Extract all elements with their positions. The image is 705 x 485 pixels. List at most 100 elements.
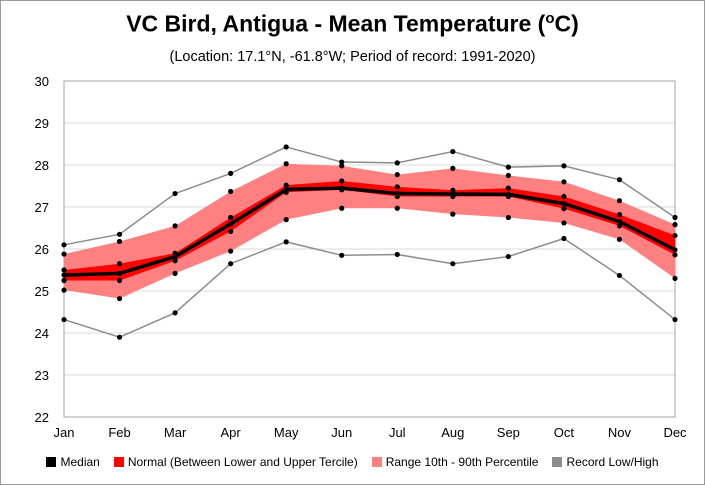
90th-percentile-point [172,223,178,229]
upper-tercile-point [172,250,178,256]
record-low-point [616,272,623,279]
90th-percentile-point [116,238,123,245]
record-high-point [616,177,623,183]
90th-percentile-point [450,165,456,171]
legend-item: Normal (Between Lower and Upper Tercile) [113,455,358,469]
upper-tercile-point [672,232,678,239]
10th-percentile-point [283,217,289,223]
median-point [672,247,678,253]
record-low-point [561,235,567,242]
90th-percentile-point [283,161,289,167]
record-high-point [116,231,123,237]
10th-percentile-point [172,270,178,276]
legend-item: Median [46,455,100,469]
lower-tercile-point [561,206,567,212]
90th-percentile-point [61,251,67,257]
lower-tercile-point [672,252,678,258]
chart-title: VC Bird, Antigua - Mean Temperature (oC) [126,10,579,37]
record-high-point [672,214,678,221]
y-tick-label: 30 [35,74,49,89]
record-low-point [228,261,234,267]
x-tick-label: Nov [608,425,632,440]
legend-swatch [46,457,57,467]
10th-percentile-point [672,275,678,281]
record-high-point [339,159,345,165]
x-tick-label: May [274,425,299,440]
y-tick-label: 23 [35,368,49,383]
y-tick-label: 28 [35,158,49,173]
lower-tercile-point [616,223,623,229]
10th-percentile-point [561,220,567,226]
upper-tercile-point [339,178,345,184]
y-tick-label: 22 [35,410,49,425]
upper-tercile-point [561,193,567,200]
record-high-point [394,160,400,166]
10th-percentile-point [61,287,67,293]
record-low-point [172,310,178,316]
x-tick-label: Jan [54,425,75,440]
lower-tercile-point [505,193,511,200]
record-low-point [339,252,345,258]
upper-tercile-point [283,182,289,188]
upper-tercile-point [394,184,400,190]
lower-tercile-point [450,193,456,200]
record-high-point [561,163,567,169]
record-low-point [116,334,123,340]
x-tick-label: Jul [389,425,406,440]
upper-tercile-point [450,187,456,193]
10th-percentile-point [450,211,456,217]
90th-percentile-point [672,222,678,228]
90th-percentile-point [228,188,234,195]
record-low-point [61,316,67,323]
y-tick-label: 24 [35,326,49,341]
10th-percentile-point [616,236,623,242]
x-tick-label: Mar [164,425,187,440]
90th-percentile-point [561,179,567,185]
lower-tercile-point [61,277,67,284]
median-point [561,201,567,207]
x-tick-label: Dec [663,425,687,440]
90th-percentile-point [394,172,400,178]
legend-item: Range 10th - 90th Percentile [371,455,539,469]
10th-percentile-point [339,205,345,211]
upper-tercile-point [116,261,123,267]
record-high-point [283,144,289,150]
median-point [61,272,67,278]
legend-item: Record Low/High [552,455,659,469]
legend-swatch [552,457,563,467]
record-low-point [394,251,400,258]
y-tick-label: 26 [35,242,49,257]
y-tick-label: 27 [35,200,49,215]
median-point [116,270,123,276]
90th-percentile-point [339,163,345,169]
10th-percentile-point [116,295,123,302]
y-tick-label: 29 [35,116,49,131]
legend: Median Normal (Between Lower and Upper Te… [0,455,705,469]
record-high-line [63,146,676,246]
record-low-point [672,316,678,323]
x-tick-label: Oct [554,425,575,440]
x-tick-label: Sep [497,425,520,440]
record-high-point [172,190,178,197]
x-tick-label: Apr [221,425,242,440]
chart-subtitle: (Location: 17.1°N, -61.8°W; Period of re… [169,49,536,65]
legend-label: Normal (Between Lower and Upper Tercile) [127,455,358,469]
legend-swatch [371,457,382,467]
record-low-point [450,261,456,267]
lower-tercile-point [339,187,345,193]
lower-tercile-point [394,193,400,200]
median-point [616,219,623,225]
lower-tercile-point [228,228,234,234]
legend-label: Range 10th - 90th Percentile [385,455,539,469]
10th-percentile-point [394,205,400,211]
record-high-point [228,170,234,176]
90th-percentile-point [505,172,511,179]
median-point [228,221,234,227]
record-low-line [63,237,676,338]
legend-label: Median [60,455,100,469]
90th-percentile-point [616,198,623,204]
lower-tercile-point [283,189,289,195]
10th-percentile-point [505,214,511,221]
x-tick-label: Jun [331,425,352,440]
record-high-point [450,148,456,155]
